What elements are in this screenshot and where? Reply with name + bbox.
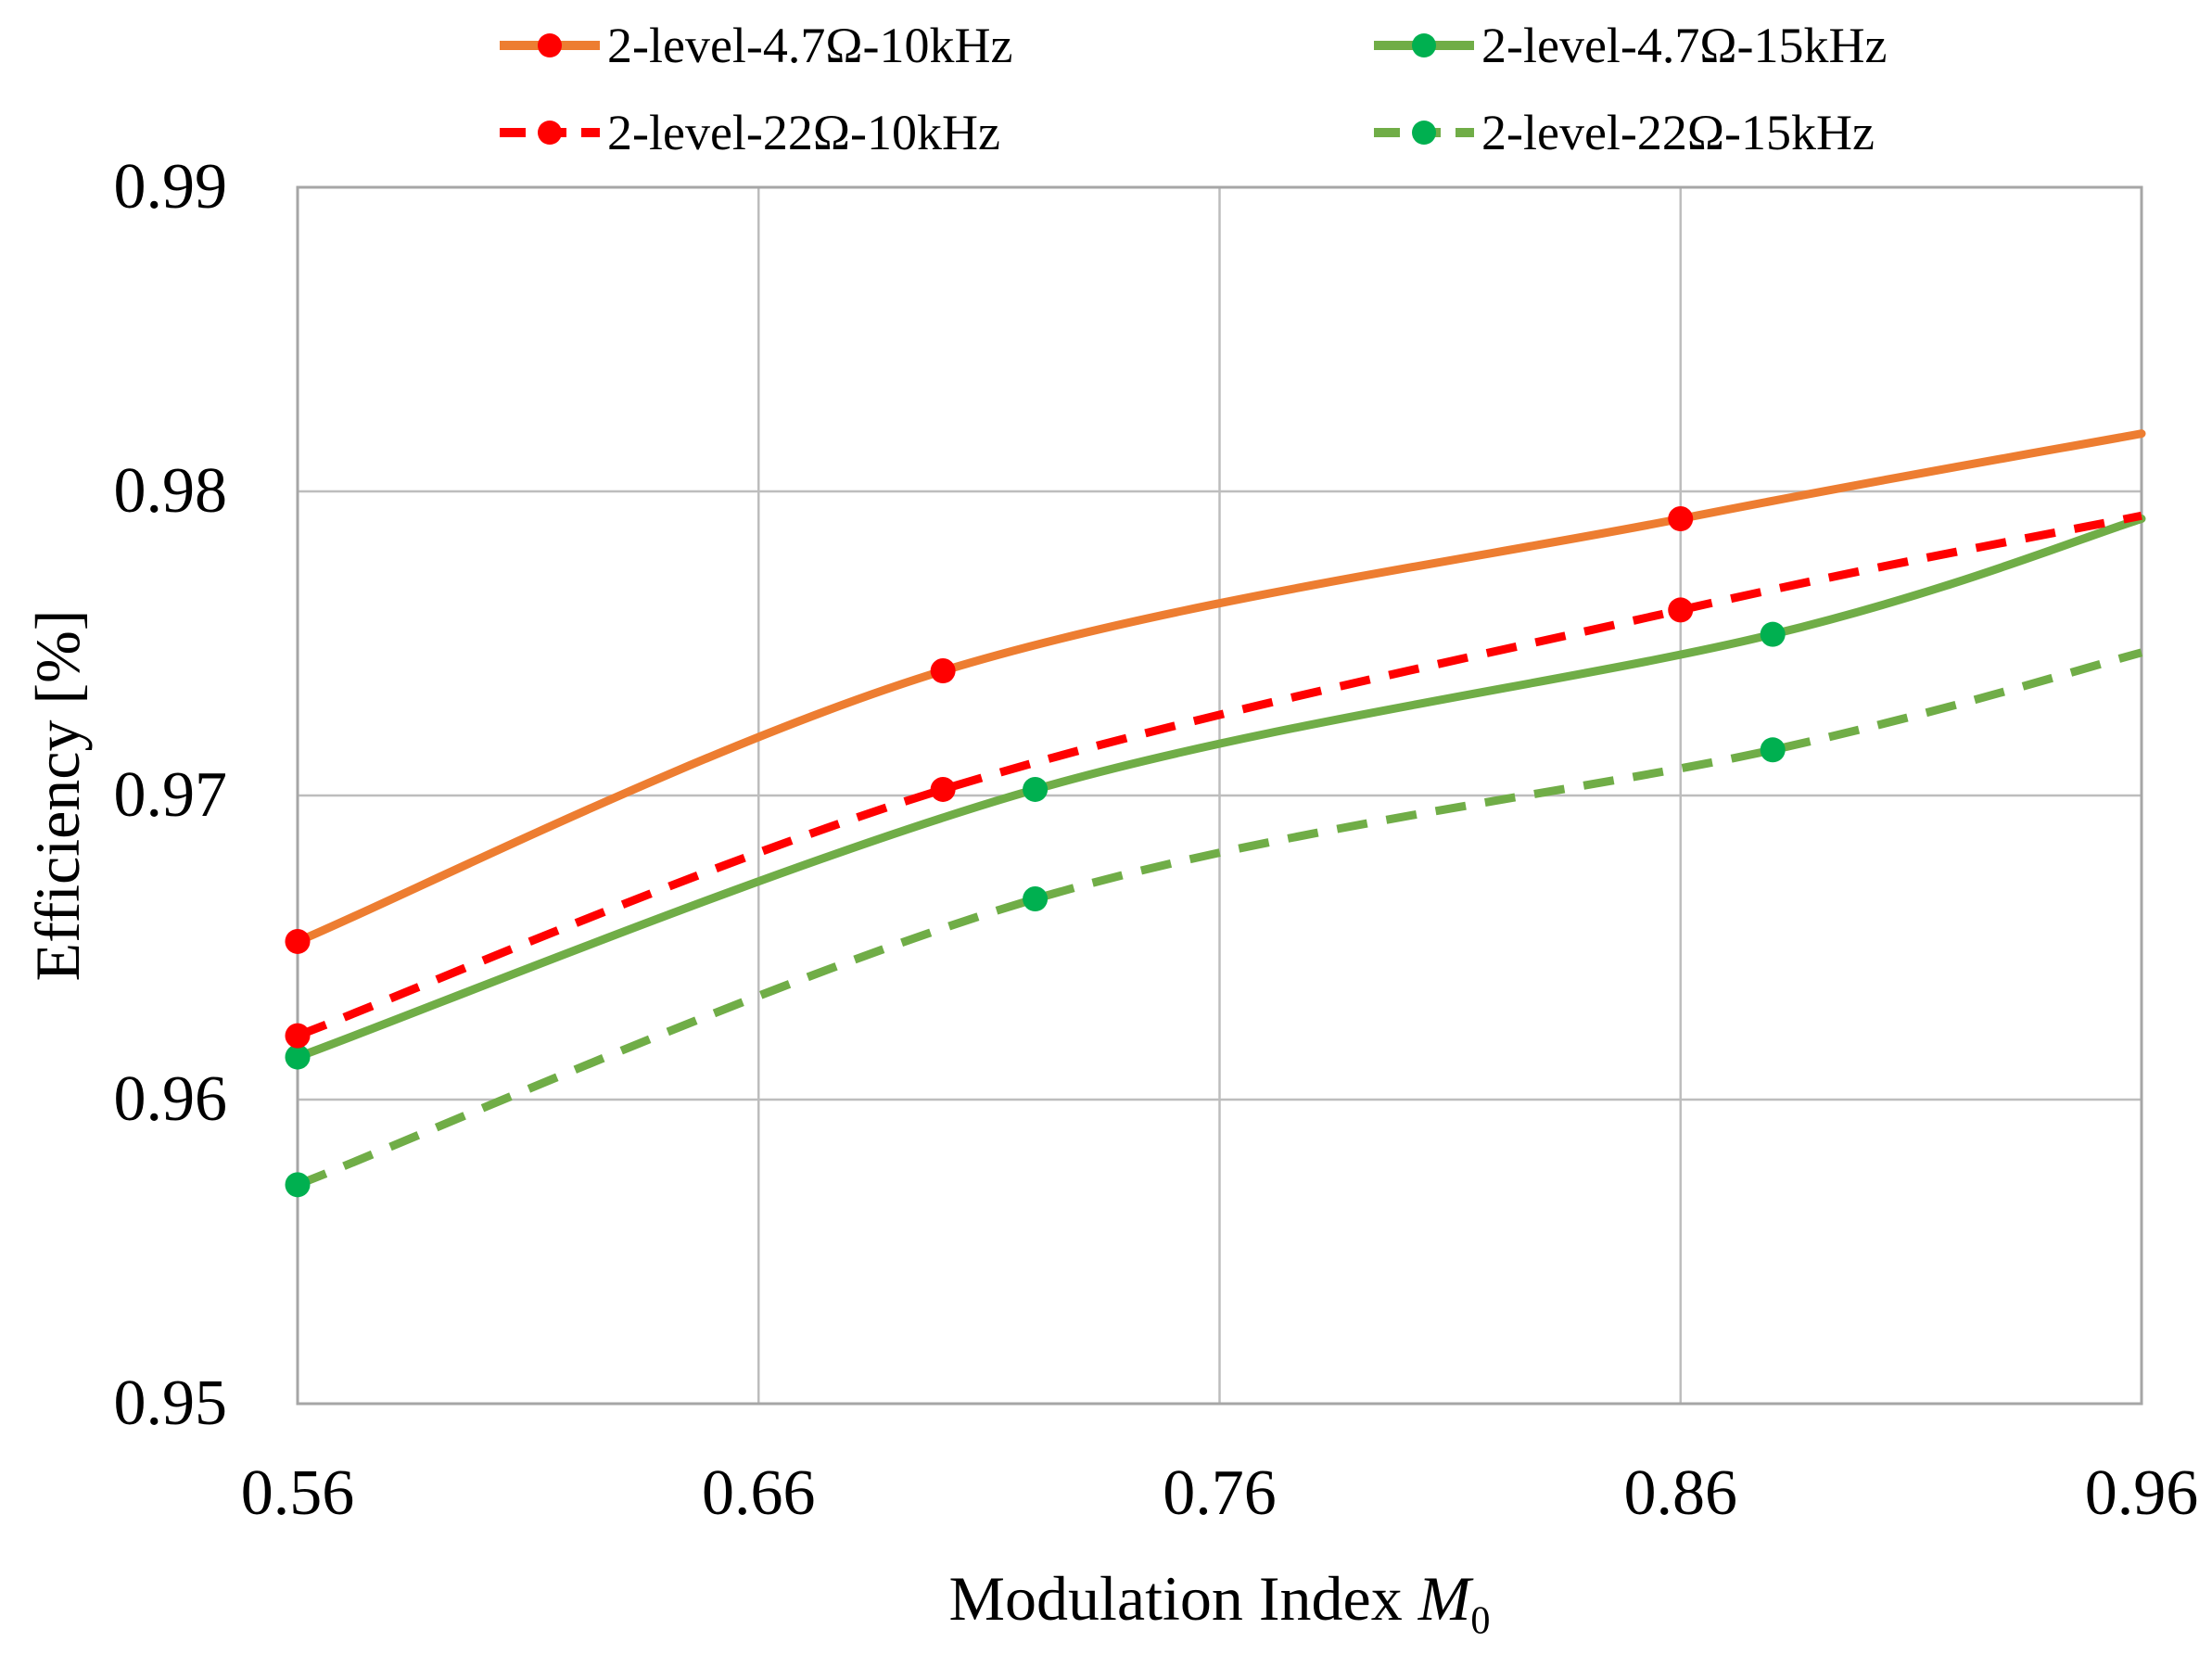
- series-marker: [930, 776, 956, 802]
- series-marker: [285, 1023, 311, 1049]
- series-marker: [285, 1172, 311, 1198]
- legend-line-sample: [500, 121, 600, 145]
- legend-marker: [538, 33, 562, 57]
- series-marker: [1760, 621, 1786, 647]
- legend-marker: [1412, 121, 1436, 145]
- legend-line-sample: [1374, 121, 1474, 145]
- series-line-solid-0: [293, 429, 2146, 946]
- legend-line-sample: [1374, 33, 1474, 57]
- x-tick-label: 0.66: [702, 1457, 816, 1529]
- legend-item: 2-level-22Ω-15kHz: [1372, 106, 1875, 159]
- legend-label: 2-level-22Ω-15kHz: [1481, 105, 1875, 160]
- legend-item: 2-level-22Ω-10kHz: [498, 106, 1000, 159]
- legend-item: 2-level-4.7Ω-15kHz: [1372, 19, 1887, 72]
- x-tick-label: 0.86: [1623, 1457, 1738, 1529]
- series-line-dashed-3: [296, 648, 2143, 1190]
- legend-line-sample: [500, 33, 600, 57]
- legend-label: 2-level-4.7Ω-15kHz: [1481, 18, 1888, 73]
- series-marker: [1023, 776, 1049, 802]
- y-axis-title: Efficiency [%]: [22, 609, 93, 982]
- y-tick-label: 0.97: [113, 759, 228, 831]
- x-axis-title-variable: M: [1417, 1563, 1471, 1634]
- series-line-solid-1: [293, 515, 2146, 1062]
- x-axis-title-subscript: 0: [1470, 1598, 1491, 1643]
- legend-item: 2-level-4.7Ω-10kHz: [498, 19, 1012, 72]
- series-marker: [1668, 597, 1694, 623]
- legend-marker: [1412, 33, 1436, 57]
- y-tick-label: 0.96: [113, 1063, 228, 1135]
- series-marker: [930, 658, 956, 684]
- series-marker: [1760, 737, 1786, 763]
- legend-label: 2-level-4.7Ω-10kHz: [607, 18, 1013, 73]
- x-tick-label: 0.96: [2084, 1457, 2199, 1529]
- y-tick-label: 0.98: [113, 455, 228, 527]
- x-axis-title-text: Modulation Index: [948, 1563, 1418, 1634]
- y-tick-label: 0.95: [113, 1368, 228, 1439]
- series-marker: [1023, 886, 1049, 912]
- x-axis-title: Modulation Index M0: [298, 1563, 2142, 1640]
- series-marker: [1668, 506, 1694, 532]
- plot-border: [296, 185, 2143, 1406]
- x-tick-label: 0.76: [1163, 1457, 1277, 1529]
- legend-marker: [538, 121, 562, 145]
- series-line-dashed-2: [296, 511, 2142, 1040]
- series-marker: [285, 928, 311, 954]
- legend-label: 2-level-22Ω-10kHz: [607, 105, 1000, 160]
- y-tick-label: 0.99: [113, 151, 228, 223]
- x-tick-label: 0.56: [240, 1457, 355, 1529]
- series-marker: [285, 1044, 311, 1070]
